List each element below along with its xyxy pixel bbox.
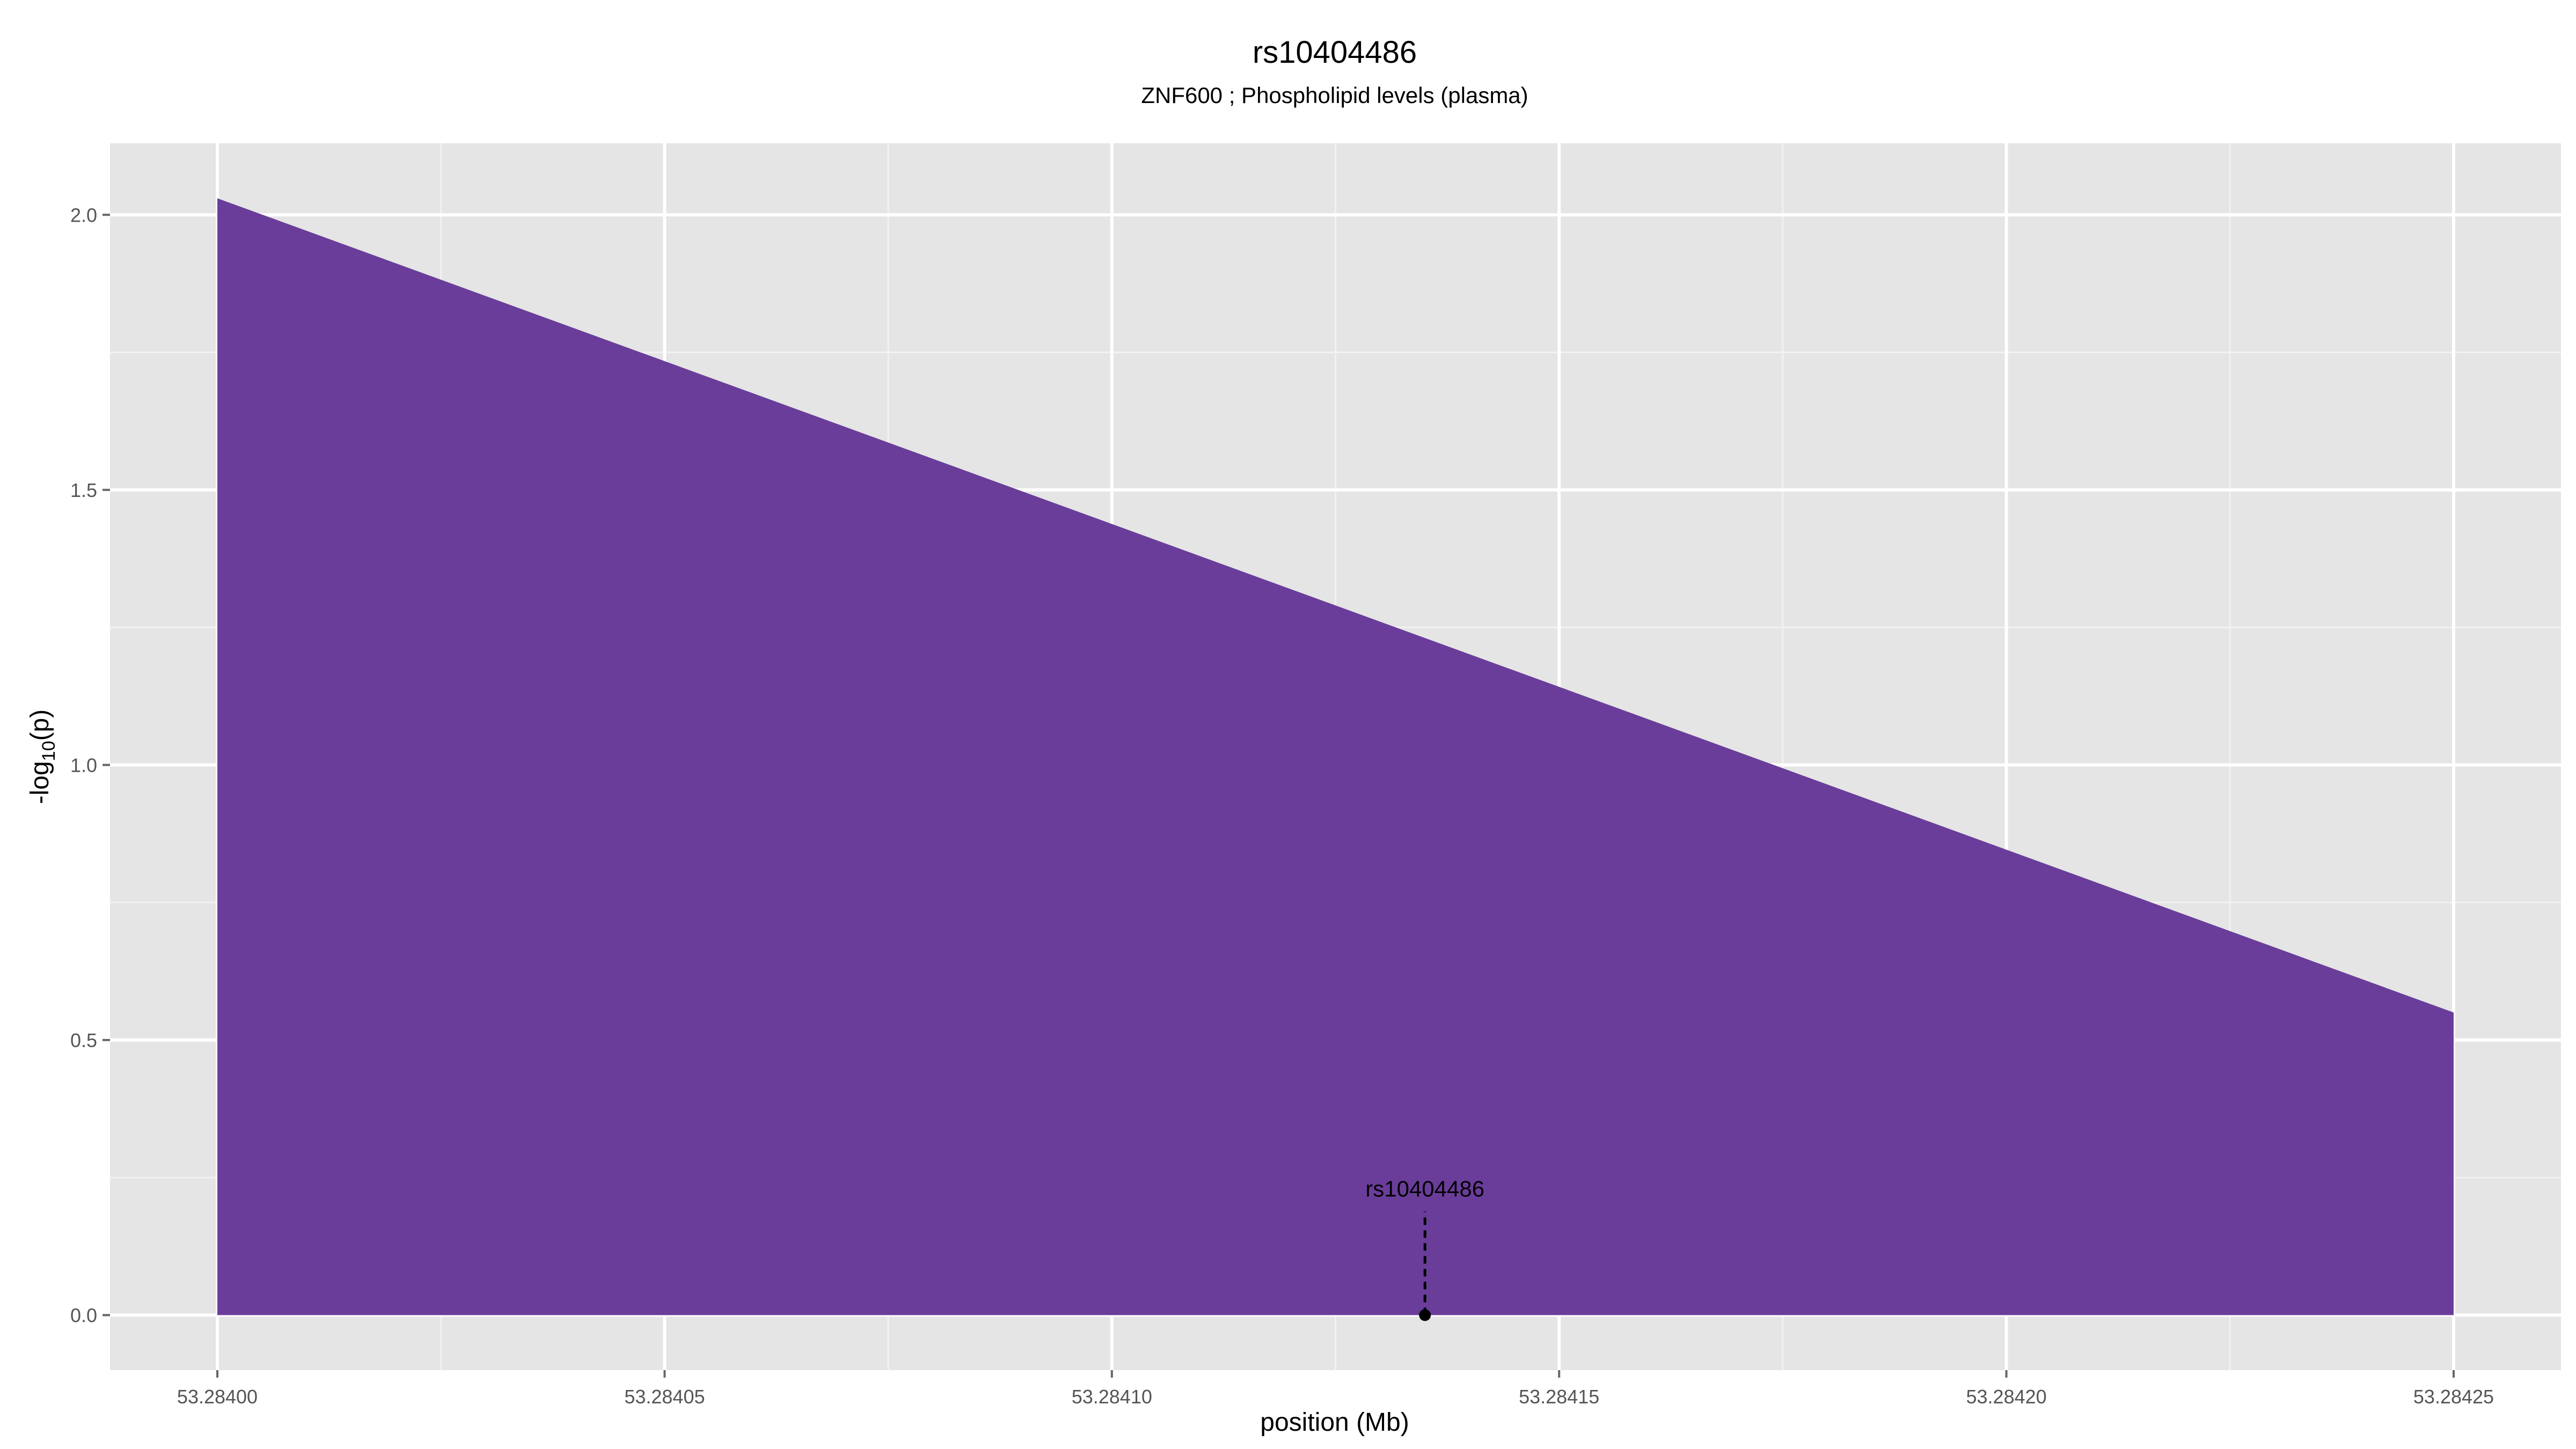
annotation-layer: rs10404486 xyxy=(1365,1176,1484,1321)
x-axis-title: position (Mb) xyxy=(1260,1408,1409,1437)
chart-subtitle: ZNF600 ; Phospholipid levels (plasma) xyxy=(1141,83,1528,108)
y-axis-title: -log10(p) xyxy=(26,709,59,804)
y-axis: 0.0 0.5 1.0 1.5 2.0 xyxy=(70,204,110,1326)
y-tick-label: 0.5 xyxy=(70,1029,97,1051)
y-tick-label: 0.0 xyxy=(70,1304,97,1326)
area-series-0 xyxy=(217,198,2454,1315)
y-tick-label: 2.0 xyxy=(70,204,97,226)
y-axis-title-prefix: -log xyxy=(26,761,54,804)
y-tick-label: 1.0 xyxy=(70,754,97,776)
snp-point xyxy=(1419,1309,1431,1321)
x-tick-label: 53.28410 xyxy=(1072,1386,1152,1408)
x-tick-label: 53.28425 xyxy=(2413,1386,2494,1408)
x-tick-label: 53.28400 xyxy=(177,1386,258,1408)
y-axis-title-suffix: (p) xyxy=(26,709,54,741)
chart-title: rs10404486 xyxy=(1253,35,1417,70)
area-layer xyxy=(217,198,2454,1315)
snp-label: rs10404486 xyxy=(1365,1176,1484,1201)
x-axis: 53.28400 53.28405 53.28410 53.28415 53.28420… xyxy=(177,1370,2494,1408)
x-tick-label: 53.28415 xyxy=(1519,1386,1599,1408)
x-tick-label: 53.28420 xyxy=(1966,1386,2047,1408)
x-tick-label: 53.28405 xyxy=(624,1386,705,1408)
y-axis-title-subscript: 10 xyxy=(39,741,59,761)
y-tick-label: 1.5 xyxy=(70,479,97,501)
